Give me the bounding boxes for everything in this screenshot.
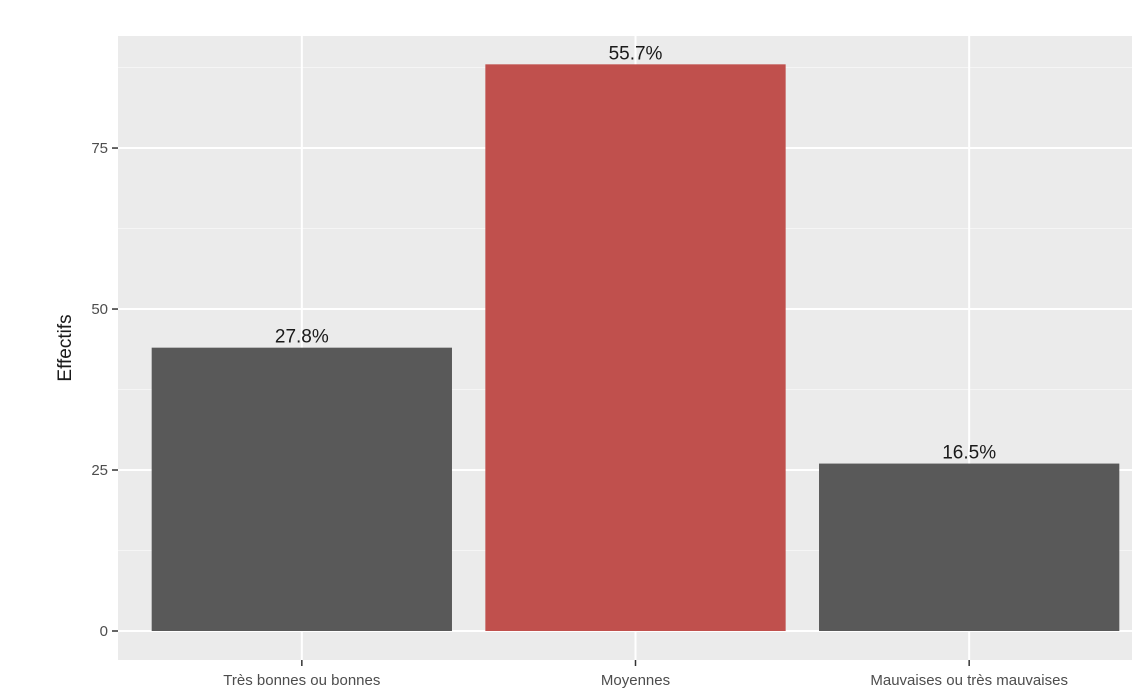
y-axis: 0 25 50 75 [91,140,118,640]
bar [151,347,452,631]
y-tick-label: 50 [91,301,108,318]
bar-value-label: 16.5% [942,443,996,464]
y-axis-title: Effectifs [55,314,76,381]
bars-group [151,64,1120,632]
y-tick-label: 25 [91,462,108,479]
bar-value-label: 27.8% [275,327,329,348]
bar [485,64,786,632]
y-tick-label: 75 [91,140,108,157]
x-axis: Très bonnes ou bonnes Moyennes Mauvaises o… [223,660,1068,689]
bar [819,463,1120,631]
x-tick-label: Mauvaises ou très mauvaises [870,672,1068,689]
x-tick-label: Très bonnes ou bonnes [223,672,380,689]
x-tick-label: Moyennes [601,672,670,689]
bar-value-label: 55.7% [609,43,663,64]
bar-labels-group: 27.8% 55.7% 16.5% [275,43,996,463]
y-tick-label: 0 [100,623,108,640]
